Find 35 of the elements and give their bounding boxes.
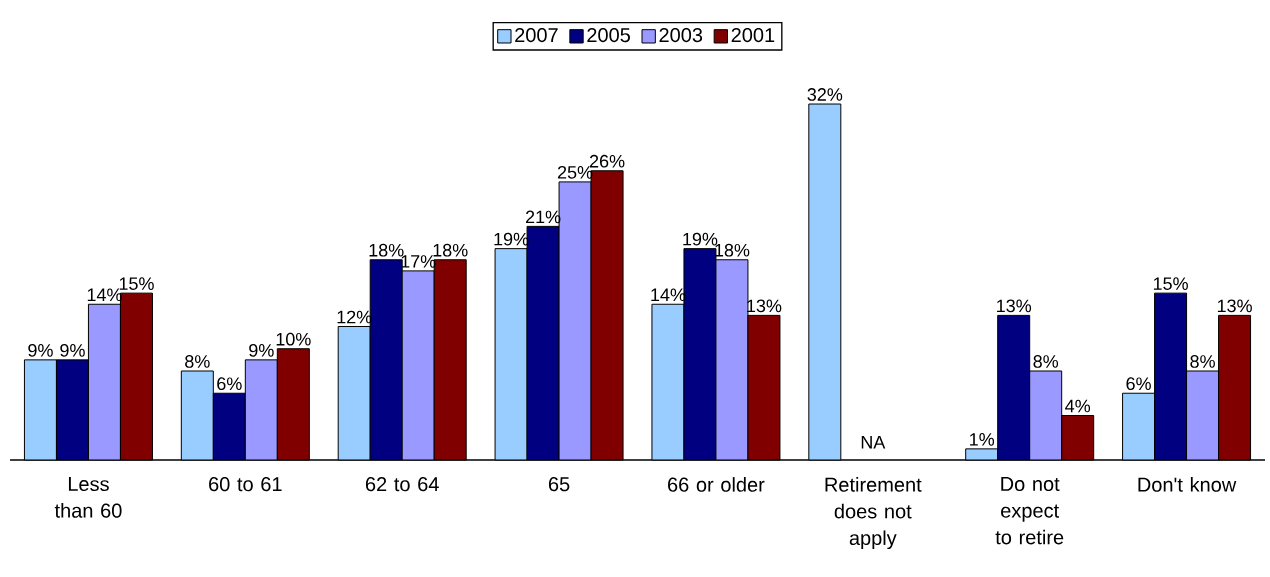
data-label: 9% [60,343,85,357]
data-label: 25% [557,165,593,179]
data-label: 15% [119,277,154,290]
data-label: 18% [433,243,468,257]
data-label: 8% [185,355,210,368]
data-label: 9% [28,343,53,357]
data-label: 15% [1153,277,1188,290]
data-label: 6% [217,377,242,391]
x-tick-label: Do not expect to retire [995,477,1064,545]
x-tick-label: 62 to 64 [365,477,439,492]
data-label: 9% [249,343,274,357]
legend-label: 2001 [731,27,775,43]
data-label: 13% [1217,299,1252,313]
data-label: 8% [1190,355,1215,368]
data-label: 17% [401,255,436,268]
data-label: 1% [970,433,995,446]
annotation: NA [861,436,886,449]
data-label: 32% [807,88,843,101]
data-label: 6% [1126,377,1151,391]
x-tick-label: Less than 60 [54,477,122,518]
data-label: 26% [589,154,625,168]
data-label: 4% [1065,399,1091,413]
x-tick-label: 66 or older [668,477,765,492]
x-tick-label: 60 to 61 [209,477,282,492]
legend-label: 2003 [659,27,703,43]
data-label: 8% [1033,355,1059,368]
legend-label: 2007 [515,27,558,43]
data-label: 13% [997,299,1032,313]
x-tick-label: Don't know [1138,477,1237,492]
x-tick-label: Retirement does not apply [825,477,922,550]
x-tick-label: 65 [548,477,570,492]
legend-label: 2005 [587,27,630,43]
data-label: 10% [276,332,311,346]
data-label: 14% [87,288,122,302]
data-label: 18% [369,243,404,257]
